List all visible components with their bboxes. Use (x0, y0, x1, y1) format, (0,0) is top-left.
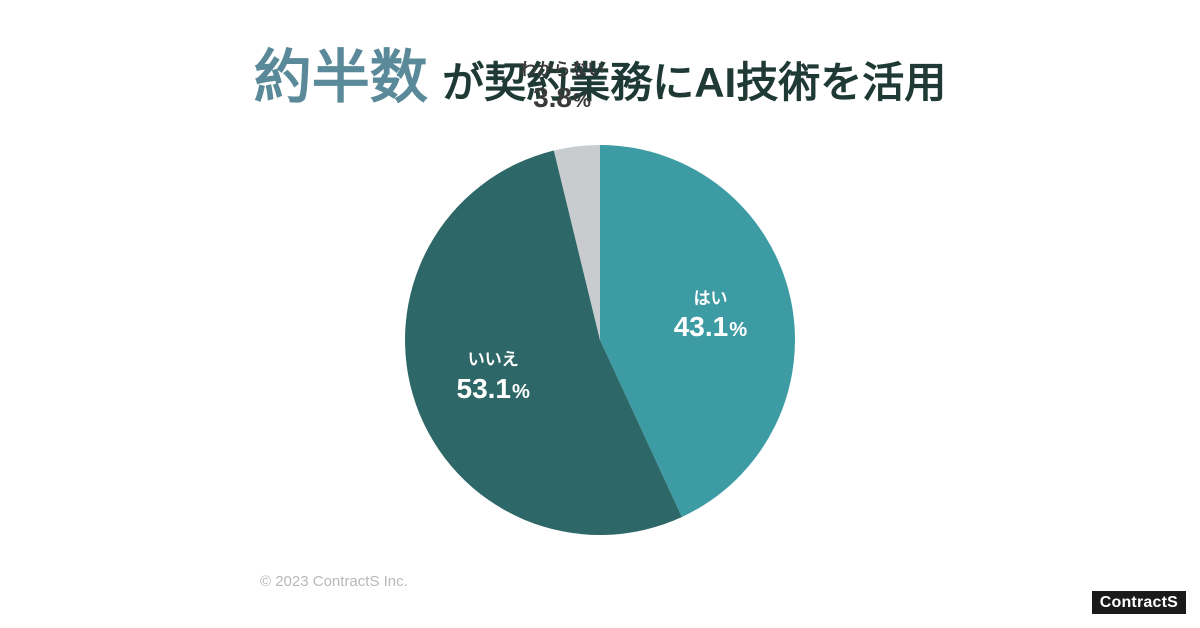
pie-chart: はい43.1%いいえ53.1%わからない3.8% (405, 145, 795, 535)
slice-value: 43.1% (674, 309, 747, 344)
title-rest: が契約業務にAI技術を活用 (442, 49, 946, 110)
brand-badge: ContractS (1092, 591, 1186, 614)
slice-name: はい (674, 288, 747, 309)
slice-value: 53.1% (457, 370, 530, 405)
pie-slice-label: はい43.1% (674, 288, 747, 344)
pie-slice-label: いいえ53.1% (457, 349, 530, 405)
title-emphasis: 約半数 (254, 30, 428, 114)
copyright-text: © 2023 ContractS Inc. (260, 573, 408, 590)
pie-slice-label: わからない3.8% (520, 59, 605, 115)
slice-name: いいえ (457, 349, 530, 370)
slice-value: 3.8% (520, 80, 605, 115)
slice-name: わからない (520, 59, 605, 80)
